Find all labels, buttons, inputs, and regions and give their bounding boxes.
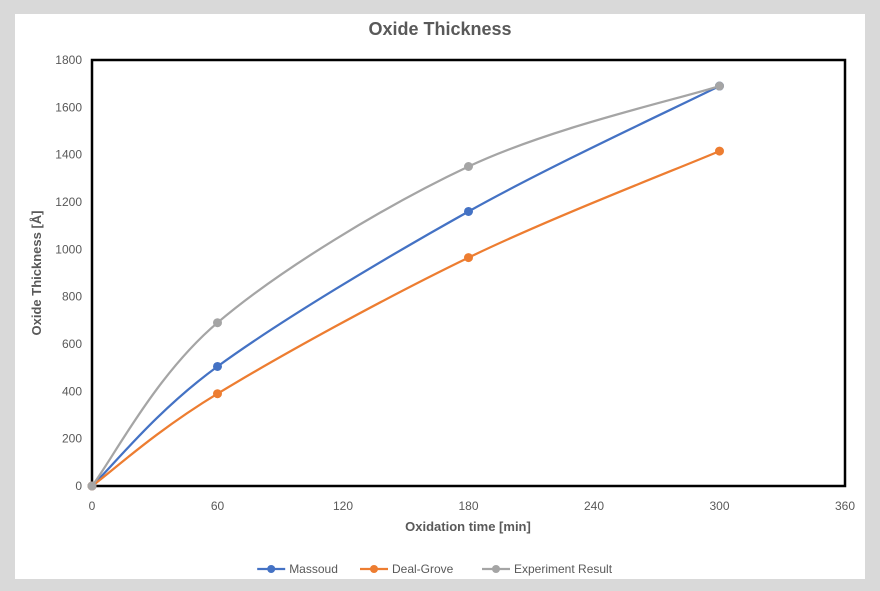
series-layer (87, 81, 724, 491)
legend-label: Experiment Result (514, 562, 613, 576)
y-tick-label: 600 (62, 337, 82, 351)
x-tick-label: 0 (89, 499, 96, 513)
legend-marker (267, 565, 276, 573)
data-point (464, 162, 473, 171)
line-chart: Oxide Thickness 020040060080010001200140… (29, 19, 856, 576)
y-tick-label: 1400 (55, 148, 82, 162)
data-point (87, 481, 97, 491)
data-point (213, 318, 222, 328)
x-tick-label: 300 (709, 499, 729, 513)
legend-item: Massoud (257, 562, 338, 576)
series-2 (87, 81, 724, 491)
x-tick-label: 240 (584, 499, 604, 513)
series-1 (87, 146, 724, 491)
legend: Massoud Deal-Grove Experiment Result (257, 562, 613, 576)
y-tick-label: 400 (62, 384, 82, 398)
x-tick-label: 120 (333, 499, 353, 513)
plot-border (90, 58, 847, 488)
legend-label: Deal-Grove (392, 562, 454, 576)
data-point (464, 206, 473, 216)
legend-marker (370, 565, 378, 573)
y-tick-label: 200 (62, 432, 82, 446)
x-axis-title: Oxidation time [min] (405, 519, 531, 534)
y-tick-label: 1800 (55, 53, 82, 67)
legend-item: Deal-Grove (360, 562, 454, 576)
legend-item: Experiment Result (482, 562, 613, 576)
series-line (90, 149, 721, 488)
y-axis-ticks: 0 200 400 600 800 1000 1200 1400 1600 1800 (55, 53, 82, 493)
y-axis-title: Oxide Thickness [Å] (29, 211, 44, 336)
chart-title: Oxide Thickness (368, 19, 511, 39)
y-tick-label: 1600 (55, 100, 82, 114)
x-tick-label: 180 (458, 499, 478, 513)
series-line (90, 84, 721, 488)
x-tick-label: 60 (211, 499, 225, 513)
plot-area (90, 58, 847, 488)
data-point (715, 81, 724, 91)
y-tick-label: 1000 (55, 242, 82, 256)
legend-marker (492, 565, 500, 573)
x-tick-label: 360 (835, 499, 855, 513)
y-tick-label: 1200 (55, 195, 82, 209)
chart-area: Oxide Thickness 0 200 400 600 800 1000 1200 140… (15, 14, 865, 579)
series-line (90, 84, 721, 488)
data-point (464, 253, 473, 263)
data-point (213, 361, 222, 371)
y-tick-label: 800 (62, 290, 82, 304)
data-point (213, 389, 222, 399)
y-tick-label: 0 (75, 479, 82, 493)
x-axis-ticks: 0 60 120 180 240 300 360 (89, 499, 856, 513)
legend-label: Massoud (289, 562, 338, 576)
data-point (715, 146, 724, 156)
